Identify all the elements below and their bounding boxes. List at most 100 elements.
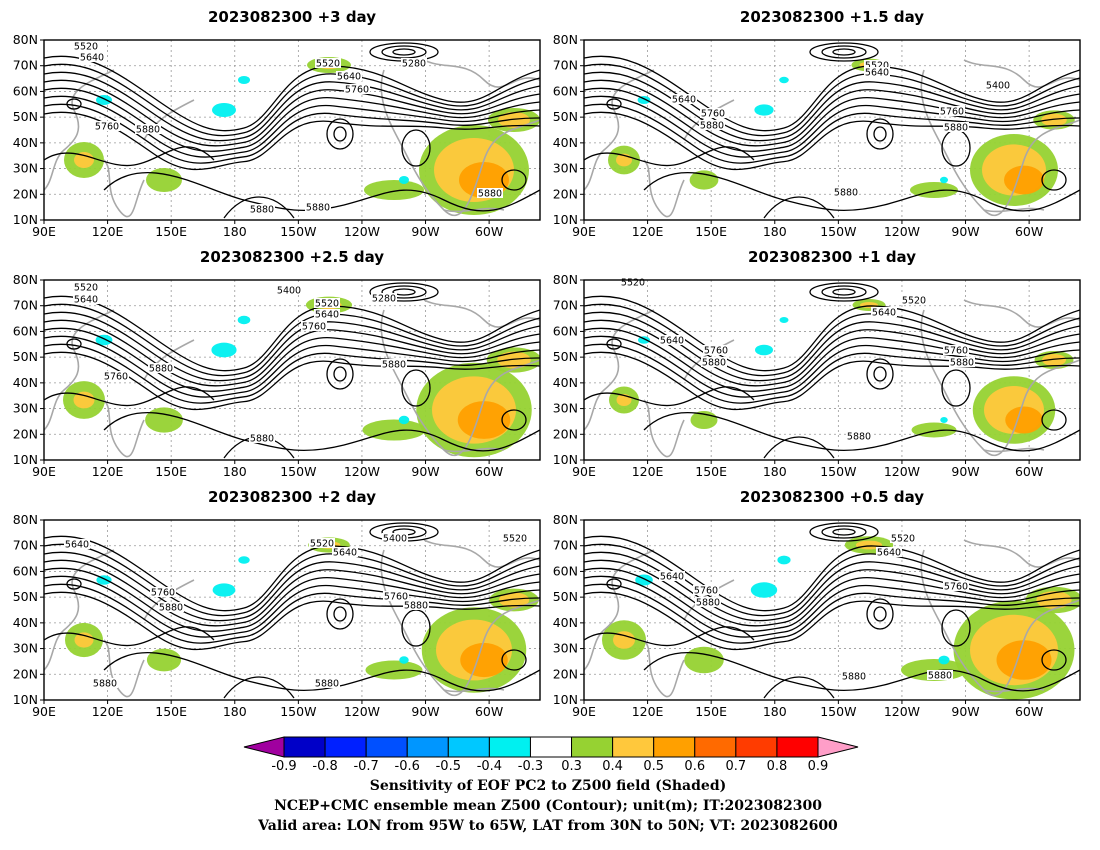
map-frame xyxy=(43,519,541,701)
z500-contour xyxy=(584,386,755,407)
coastline xyxy=(963,299,1080,328)
map-frame xyxy=(583,279,1081,461)
contour-label: 5400 xyxy=(277,286,301,297)
contour-label: 5880 xyxy=(250,434,274,445)
lat-tick-label: 10N xyxy=(553,692,578,707)
contour-label: 5640 xyxy=(660,572,684,583)
contour-label-bg xyxy=(158,602,184,612)
z500-closed-contour xyxy=(333,606,347,622)
contour-label: 5880 xyxy=(306,203,330,214)
z500-contour xyxy=(44,303,540,377)
z500-contour xyxy=(584,567,1080,632)
colorbar-box xyxy=(283,736,326,758)
z500-closed-contour xyxy=(606,338,622,350)
coastline xyxy=(44,309,115,431)
z500-closed-contour xyxy=(873,606,887,622)
positive-sensitivity-area xyxy=(1036,591,1072,609)
z500-contour xyxy=(584,626,755,647)
lat-tick-label: 80N xyxy=(13,32,38,47)
lon-tick-label: 120W xyxy=(344,464,380,479)
lat-tick-label: 10N xyxy=(553,452,578,467)
lon-tick-label: 60W xyxy=(475,704,503,719)
z500-contour xyxy=(584,335,1080,398)
panel-title: 2023082300 +1.5 day xyxy=(740,8,924,26)
lat-tick-label: 50N xyxy=(553,589,578,604)
lon-tick-label: 90E xyxy=(572,704,596,719)
coastline xyxy=(643,639,685,698)
contour-label-bg xyxy=(659,571,685,581)
z500-closed-contour xyxy=(66,578,82,590)
z500-contour xyxy=(44,79,540,147)
lon-tick-label: 150W xyxy=(280,224,316,239)
coastline xyxy=(423,539,540,568)
contour-label-bg xyxy=(309,538,335,548)
positive-sensitivity-area xyxy=(1004,165,1044,195)
contour-label-bg xyxy=(477,188,503,198)
z500-low-contour xyxy=(392,288,416,296)
negative-sensitivity-area xyxy=(779,76,789,84)
z500-closed-contour xyxy=(1041,169,1067,191)
colorbar-tick-label: 0.8 xyxy=(767,759,788,774)
contour-label: 5880 xyxy=(700,121,724,132)
lon-tick-label: 90W xyxy=(951,464,979,479)
contour-label: 5880 xyxy=(702,358,726,369)
contour-label: 5520 xyxy=(503,534,527,545)
lon-tick-label: 90W xyxy=(411,224,439,239)
contour-label: 5880 xyxy=(149,364,173,375)
z500-closed-contour xyxy=(941,609,971,647)
positive-sensitivity-area xyxy=(1041,113,1067,127)
positive-sensitivity-area xyxy=(684,646,724,674)
colorbar-tick-label: 0.6 xyxy=(684,759,705,774)
z500-closed-contour xyxy=(866,118,894,150)
lat-tick-label: 10N xyxy=(553,212,578,227)
coastline xyxy=(683,339,735,381)
lon-tick-label: 90E xyxy=(572,464,596,479)
contour-label: 5640 xyxy=(865,68,889,79)
positive-sensitivity-area xyxy=(1042,354,1066,366)
contour-label-bg xyxy=(403,600,429,610)
z500-contour xyxy=(763,196,835,219)
lon-tick-label: 90E xyxy=(32,224,56,239)
lat-tick-label: 20N xyxy=(553,666,578,681)
colorbar-tick-label: 0.4 xyxy=(602,759,623,774)
lat-tick-label: 80N xyxy=(553,32,578,47)
z500-closed-contour xyxy=(873,366,887,382)
lat-tick-label: 10N xyxy=(13,452,38,467)
lat-tick-label: 30N xyxy=(13,161,38,176)
coastline xyxy=(44,549,115,671)
contour-label-bg xyxy=(700,108,726,118)
lat-tick-label: 60N xyxy=(13,323,38,338)
coastline xyxy=(423,299,540,328)
colorbar-tick-label: -0.4 xyxy=(477,759,502,774)
lat-tick-label: 80N xyxy=(13,512,38,527)
coastline xyxy=(584,549,655,671)
lon-tick-label: 150E xyxy=(695,224,727,239)
contour-label-bg xyxy=(864,60,890,70)
lon-tick-label: 90W xyxy=(411,464,439,479)
contour-label: 5880 xyxy=(250,205,274,216)
lon-tick-label: 150E xyxy=(695,464,727,479)
colorbar: -0.9 -0.8 -0.7 -0.6 -0.5 -0.4 -0.3 0.3 0.4 0.5 0.6… xyxy=(243,736,859,774)
negative-sensitivity-area xyxy=(754,104,774,116)
contour-label-bg xyxy=(620,277,646,287)
contour-label-bg xyxy=(381,359,407,369)
z500-contour xyxy=(44,591,540,651)
lat-tick-label: 10N xyxy=(13,692,38,707)
lon-tick-label: 150E xyxy=(155,704,187,719)
positive-sensitivity-area xyxy=(498,112,530,128)
lat-tick-label: 60N xyxy=(13,563,38,578)
z500-closed-contour xyxy=(326,598,354,630)
contour-label: 5880 xyxy=(834,188,858,199)
colorbar-tick-label: 0.9 xyxy=(808,759,829,774)
positive-sensitivity-area xyxy=(498,592,530,608)
lat-tick-label: 30N xyxy=(553,401,578,416)
z500-contour xyxy=(763,436,835,459)
lon-tick-label: 90E xyxy=(32,464,56,479)
contour-label: 5760 xyxy=(104,372,128,383)
lon-tick-label: 150W xyxy=(820,704,856,719)
negative-sensitivity-area xyxy=(212,103,236,117)
z500-closed-contour xyxy=(606,98,622,110)
contour-label-bg xyxy=(864,67,890,77)
panel-title: 2023082300 +3 day xyxy=(208,8,376,26)
z500-contour xyxy=(44,351,540,411)
